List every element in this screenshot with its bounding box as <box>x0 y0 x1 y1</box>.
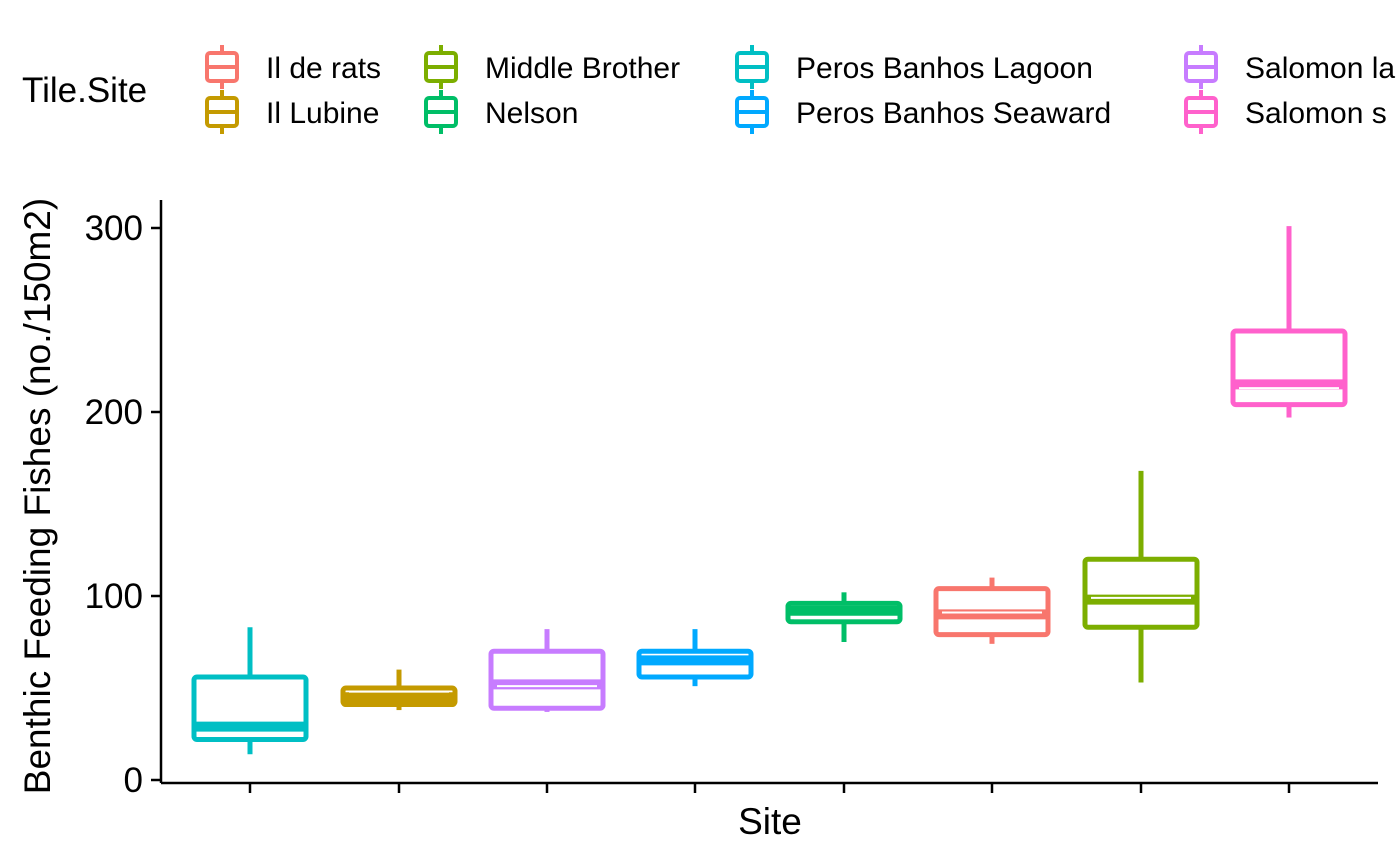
box-iqr <box>1230 328 1348 408</box>
y-axis-title: Benthic Feeding Fishes (no./150m2) <box>17 198 58 794</box>
y-tick-label: 100 <box>85 577 143 616</box>
legend-title: Tile.Site <box>22 71 147 110</box>
legend-item: Nelson <box>424 90 578 134</box>
box-salomon-s <box>1230 226 1348 418</box>
legend-label: Il Lubine <box>266 97 379 130</box>
legend-label: Salomon la <box>1245 52 1395 85</box>
y-tick-label: 0 <box>124 761 143 800</box>
legend-item: Salomon la <box>1184 45 1395 89</box>
legend-label: Il de rats <box>266 52 381 85</box>
plot-area: 0 100 200 300 <box>85 200 1378 800</box>
y-tick-label: 200 <box>85 393 143 432</box>
y-axis-title-group: Benthic Feeding Fishes (no./150m2) <box>17 198 58 794</box>
legend: Tile.Site Il de rats Il Lubine Middle Brot… <box>22 45 1395 134</box>
box-il-lubine <box>340 669 458 711</box>
legend-item: Peros Banhos Lagoon <box>735 45 1093 89</box>
legend-label: Peros Banhos Seaward <box>796 97 1111 130</box>
legend-item: Salomon s <box>1184 90 1387 134</box>
x-axis-title: Site <box>738 801 802 842</box>
legend-label: Salomon s <box>1245 97 1387 130</box>
x-axis <box>161 781 1378 793</box>
box-middle-brother <box>1082 470 1200 683</box>
legend-item: Il de rats <box>205 45 381 89</box>
legend-label: Nelson <box>485 97 578 130</box>
legend-item: Middle Brother <box>424 45 680 89</box>
legend-label: Middle Brother <box>485 52 680 85</box>
box-series <box>191 226 1348 755</box>
box-peros-banhos-seaward <box>636 629 754 687</box>
y-tick-label: 300 <box>85 209 143 248</box>
box-il-de-rats <box>933 577 1051 644</box>
legend-item: Il Lubine <box>205 90 379 134</box>
box-nelson <box>785 592 903 642</box>
legend-item: Peros Banhos Seaward <box>735 90 1111 134</box>
legend-label: Peros Banhos Lagoon <box>796 52 1093 85</box>
box-peros-banhos-lagoon <box>191 627 309 755</box>
box-salomon-la <box>488 629 606 712</box>
y-axis: 0 100 200 300 <box>85 200 163 800</box>
box-iqr <box>1082 556 1200 630</box>
